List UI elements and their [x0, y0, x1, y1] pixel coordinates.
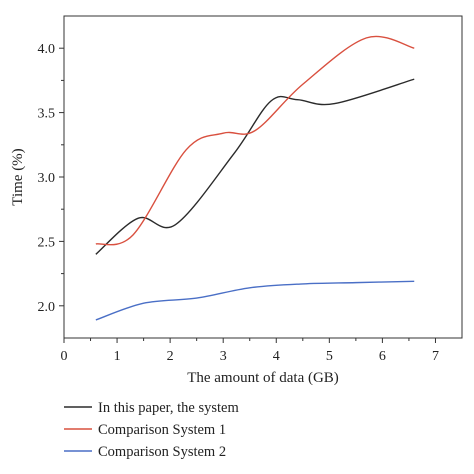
- x-tick-label: 0: [61, 349, 68, 364]
- legend-label: Comparison System 2: [98, 444, 226, 460]
- x-tick-label: 3: [220, 349, 227, 364]
- x-tick-label: 6: [379, 349, 386, 364]
- legend: In this paper, the system Comparison Syst…: [64, 400, 239, 460]
- x-tick-label: 4: [273, 349, 280, 364]
- y-tick-label: 2.0: [38, 300, 56, 315]
- x-tick-label: 5: [326, 349, 333, 364]
- x-tick-label: 1: [114, 349, 121, 364]
- series-line-3: [95, 280, 415, 321]
- series-layer: [95, 35, 415, 321]
- y-tick-label: 4.0: [38, 42, 56, 57]
- x-axis-ticks: 0 1 2 3 4 5 6 7: [61, 338, 439, 364]
- y-tick-label: 3.5: [38, 107, 56, 122]
- x-axis-title: The amount of data (GB): [187, 370, 339, 386]
- legend-label: In this paper, the system: [98, 400, 239, 416]
- plot-frame: [63, 15, 463, 339]
- y-axis-ticks: 2.0 2.5 3.0 3.5 4.0: [38, 42, 64, 315]
- x-tick-label: 7: [432, 349, 439, 364]
- series-line-2: [95, 35, 415, 246]
- y-tick-label: 3.0: [38, 171, 56, 186]
- x-tick-label: 2: [167, 349, 174, 364]
- y-tick-label: 2.5: [38, 235, 56, 250]
- legend-label: Comparison System 1: [98, 422, 226, 438]
- y-axis-title: Time (%): [10, 148, 26, 205]
- series-line-1: [95, 78, 415, 255]
